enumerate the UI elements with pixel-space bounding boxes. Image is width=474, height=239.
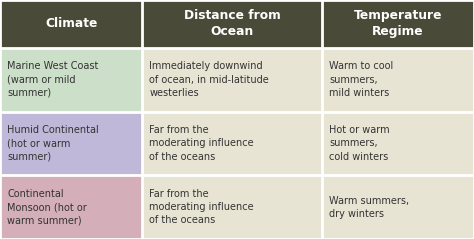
Bar [142, 48, 322, 112]
Bar [142, 0, 322, 48]
Bar [322, 175, 474, 239]
Text: Immediately downwind
of ocean, in mid-latitude
westerlies: Immediately downwind of ocean, in mid-la… [149, 61, 269, 98]
Bar [322, 0, 474, 48]
Text: Warm summers,
dry winters: Warm summers, dry winters [329, 196, 410, 219]
Bar [0, 0, 142, 48]
Text: Warm to cool
summers,
mild winters: Warm to cool summers, mild winters [329, 61, 394, 98]
Text: Continental
Monsoon (hot or
warm summer): Continental Monsoon (hot or warm summer) [7, 189, 87, 225]
Text: Far from the
moderating influence
of the oceans: Far from the moderating influence of the… [149, 125, 254, 162]
Bar [0, 175, 142, 239]
Text: Far from the
moderating influence
of the oceans: Far from the moderating influence of the… [149, 189, 254, 225]
Text: Distance from
Ocean: Distance from Ocean [184, 9, 281, 38]
Text: Marine West Coast
(warm or mild
summer): Marine West Coast (warm or mild summer) [7, 61, 99, 98]
Bar [322, 112, 474, 175]
Text: Humid Continental
(hot or warm
summer): Humid Continental (hot or warm summer) [7, 125, 99, 162]
Bar [0, 112, 142, 175]
Bar [0, 48, 142, 112]
Bar [322, 48, 474, 112]
Text: Hot or warm
summers,
cold winters: Hot or warm summers, cold winters [329, 125, 390, 162]
Text: Temperature
Regime: Temperature Regime [354, 9, 442, 38]
Text: Climate: Climate [45, 17, 97, 30]
Bar [142, 112, 322, 175]
Bar [142, 175, 322, 239]
